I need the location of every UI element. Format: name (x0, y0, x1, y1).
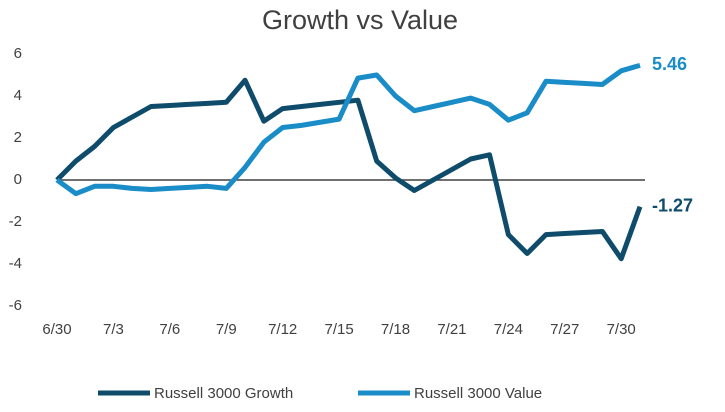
x-tick-label: 7/9 (216, 321, 237, 338)
x-tick-label: 7/15 (324, 321, 353, 338)
legend-label: Russell 3000 Value (414, 385, 542, 402)
y-tick-label: -6 (9, 297, 22, 314)
y-tick-label: 4 (14, 87, 22, 104)
y-tick-label: 2 (14, 129, 22, 146)
y-tick-label: 0 (14, 171, 22, 188)
y-tick-label: 6 (14, 45, 22, 62)
end-value-label: -1.27 (652, 195, 693, 215)
y-tick-label: -2 (9, 213, 22, 230)
x-tick-label: 7/18 (381, 321, 410, 338)
chart-title: Growth vs Value (262, 5, 458, 35)
end-value-label: 5.46 (652, 54, 687, 74)
series-line (55, 77, 643, 262)
x-tick-label: 7/24 (494, 321, 523, 338)
x-tick-label: 7/21 (437, 321, 466, 338)
x-tick-label: 6/30 (42, 321, 71, 338)
x-tick-label: 7/3 (103, 321, 124, 338)
series-line (55, 62, 641, 197)
x-tick-label: 7/12 (268, 321, 297, 338)
legend-label: Russell 3000 Growth (154, 385, 293, 402)
x-tick-label: 7/30 (607, 321, 636, 338)
x-tick-label: 7/6 (159, 321, 180, 338)
y-tick-label: -4 (9, 255, 22, 272)
x-tick-label: 7/27 (550, 321, 579, 338)
